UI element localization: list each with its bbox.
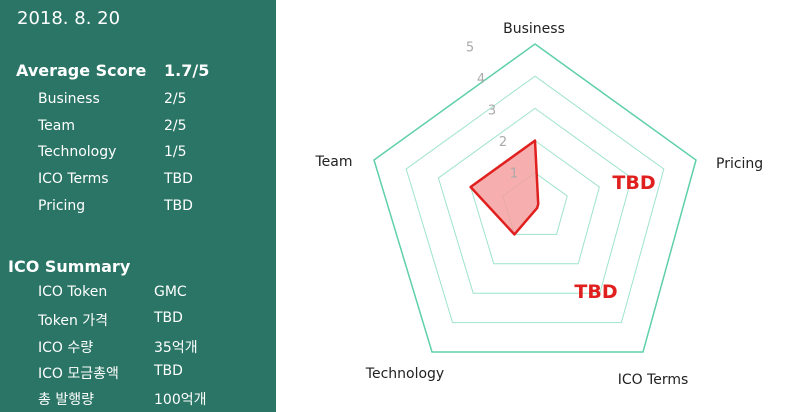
- tick-label: 2: [499, 135, 507, 150]
- date: 2018. 8. 20: [17, 8, 121, 29]
- row-label: 총 발행량: [38, 392, 94, 409]
- axis-label: Business: [503, 21, 565, 37]
- score-panel: 2018. 8. 20 Average Score 1.7/5 ICO Summ…: [0, 0, 276, 412]
- axis-label: Team: [314, 154, 352, 170]
- tick-label: 5: [466, 41, 474, 56]
- average-score-value: 1.7/5: [164, 61, 210, 80]
- row-value: 100억개: [154, 392, 207, 409]
- row-label: Technology: [38, 144, 117, 161]
- average-score-label: Average Score: [16, 61, 147, 80]
- row-value: 35억개: [154, 339, 198, 356]
- row-value: TBD: [154, 362, 183, 379]
- row-value: 2/5: [164, 117, 187, 134]
- row-value: TBD: [154, 310, 183, 327]
- tick-label: 3: [488, 104, 496, 119]
- tick-label: 4: [477, 72, 485, 87]
- row-value: 2/5: [164, 91, 187, 107]
- grid-ring-3: [437, 107, 633, 294]
- grid-ring-5: [373, 43, 697, 353]
- axis-label: ICO Terms: [618, 372, 689, 388]
- row-value: GMC: [154, 284, 187, 300]
- row-label: ICO 모금총액: [38, 365, 119, 382]
- row-value: TBD: [164, 197, 193, 214]
- row-value: TBD: [164, 171, 193, 188]
- row-label: ICO Token: [38, 284, 108, 300]
- tbd-annotation: TBD: [574, 281, 617, 303]
- row-value: 1/5: [164, 144, 187, 161]
- axis-label: Technology: [365, 366, 444, 382]
- tbd-annotation: TBD: [612, 172, 655, 194]
- row-label: Token 가격: [38, 313, 109, 330]
- tick-label: 1: [510, 167, 518, 182]
- data-polygon: [469, 139, 540, 236]
- axis-label: Pricing: [716, 156, 763, 172]
- ico-summary-label: ICO Summary: [8, 257, 131, 276]
- row-label: ICO 수량: [38, 339, 94, 356]
- row-label: ICO Terms: [38, 171, 109, 188]
- row-label: Business: [38, 91, 100, 107]
- grid-ring-4: [405, 75, 665, 324]
- row-label: Pricing: [38, 197, 86, 214]
- row-label: Team: [38, 117, 76, 134]
